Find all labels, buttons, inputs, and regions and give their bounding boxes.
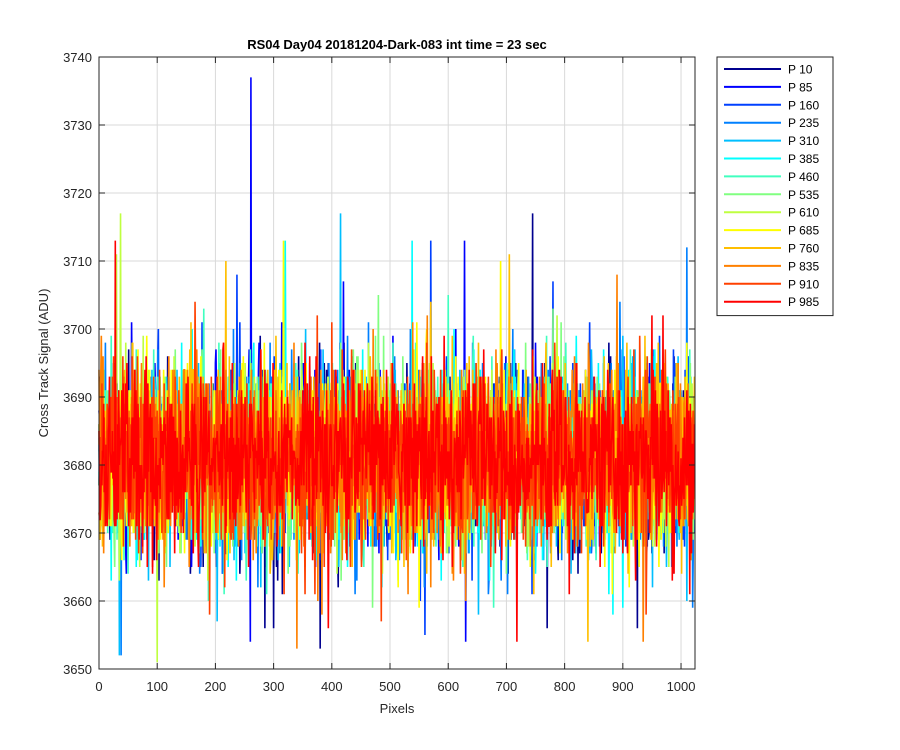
legend-box [716, 56, 834, 317]
x-tick-label: 300 [263, 679, 285, 694]
x-axis-label: Pixels [380, 701, 415, 716]
y-tick-label: 3660 [63, 594, 92, 609]
y-tick-label: 3650 [63, 662, 92, 677]
legend-label: P 160 [788, 98, 819, 112]
x-tick-label: 800 [554, 679, 576, 694]
y-tick-label: 3670 [63, 526, 92, 541]
legend-label: P 910 [788, 277, 819, 291]
x-tick-label: 900 [612, 679, 634, 694]
x-tick-label: 500 [379, 679, 401, 694]
x-tick-label: 1000 [667, 679, 696, 694]
y-tick-label: 3720 [63, 186, 92, 201]
x-tick-label: 200 [205, 679, 227, 694]
y-tick-label: 3730 [63, 118, 92, 133]
x-tick-label: 0 [95, 679, 102, 694]
x-tick-label: 600 [437, 679, 459, 694]
legend-label: P 235 [788, 116, 819, 130]
chart-title: RS04 Day04 20181204-Dark-083 int time = … [247, 37, 547, 52]
legend-label: P 310 [788, 134, 819, 148]
x-tick-label: 700 [496, 679, 518, 694]
legend-label: P 535 [788, 188, 819, 202]
y-tick-label: 3700 [63, 322, 92, 337]
x-tick-label: 100 [146, 679, 168, 694]
y-tick-label: 3690 [63, 390, 92, 405]
axis-ticks: 0 100 200 300 400 500 600 700 800 900 1000 3650 3660… [63, 50, 695, 694]
legend-label: P 85 [788, 80, 813, 94]
y-tick-label: 3680 [63, 458, 92, 473]
legend-label: P 610 [788, 206, 819, 220]
plot-frame [98, 56, 696, 670]
legend: P 10 P 85 P 160 P 235 P 310 P 385 P 460 P 535 P … [716, 56, 834, 317]
series-line-p-985 [98, 240, 696, 642]
legend-label: P 760 [788, 242, 819, 256]
legend-label: P 10 [788, 63, 813, 77]
legend-label: P 835 [788, 259, 819, 273]
y-axis-label: Cross Track Signal (ADU) [36, 289, 51, 438]
x-tick-label: 400 [321, 679, 343, 694]
y-tick-label: 3740 [63, 50, 92, 65]
series-lines [98, 77, 696, 663]
legend-label: P 385 [788, 152, 819, 166]
legend-label: P 985 [788, 295, 819, 309]
series-line-p-910 [98, 301, 696, 622]
y-tick-label: 3710 [63, 254, 92, 269]
legend-label: P 460 [788, 170, 819, 184]
plot-area [99, 57, 695, 669]
legend-label: P 685 [788, 224, 819, 238]
